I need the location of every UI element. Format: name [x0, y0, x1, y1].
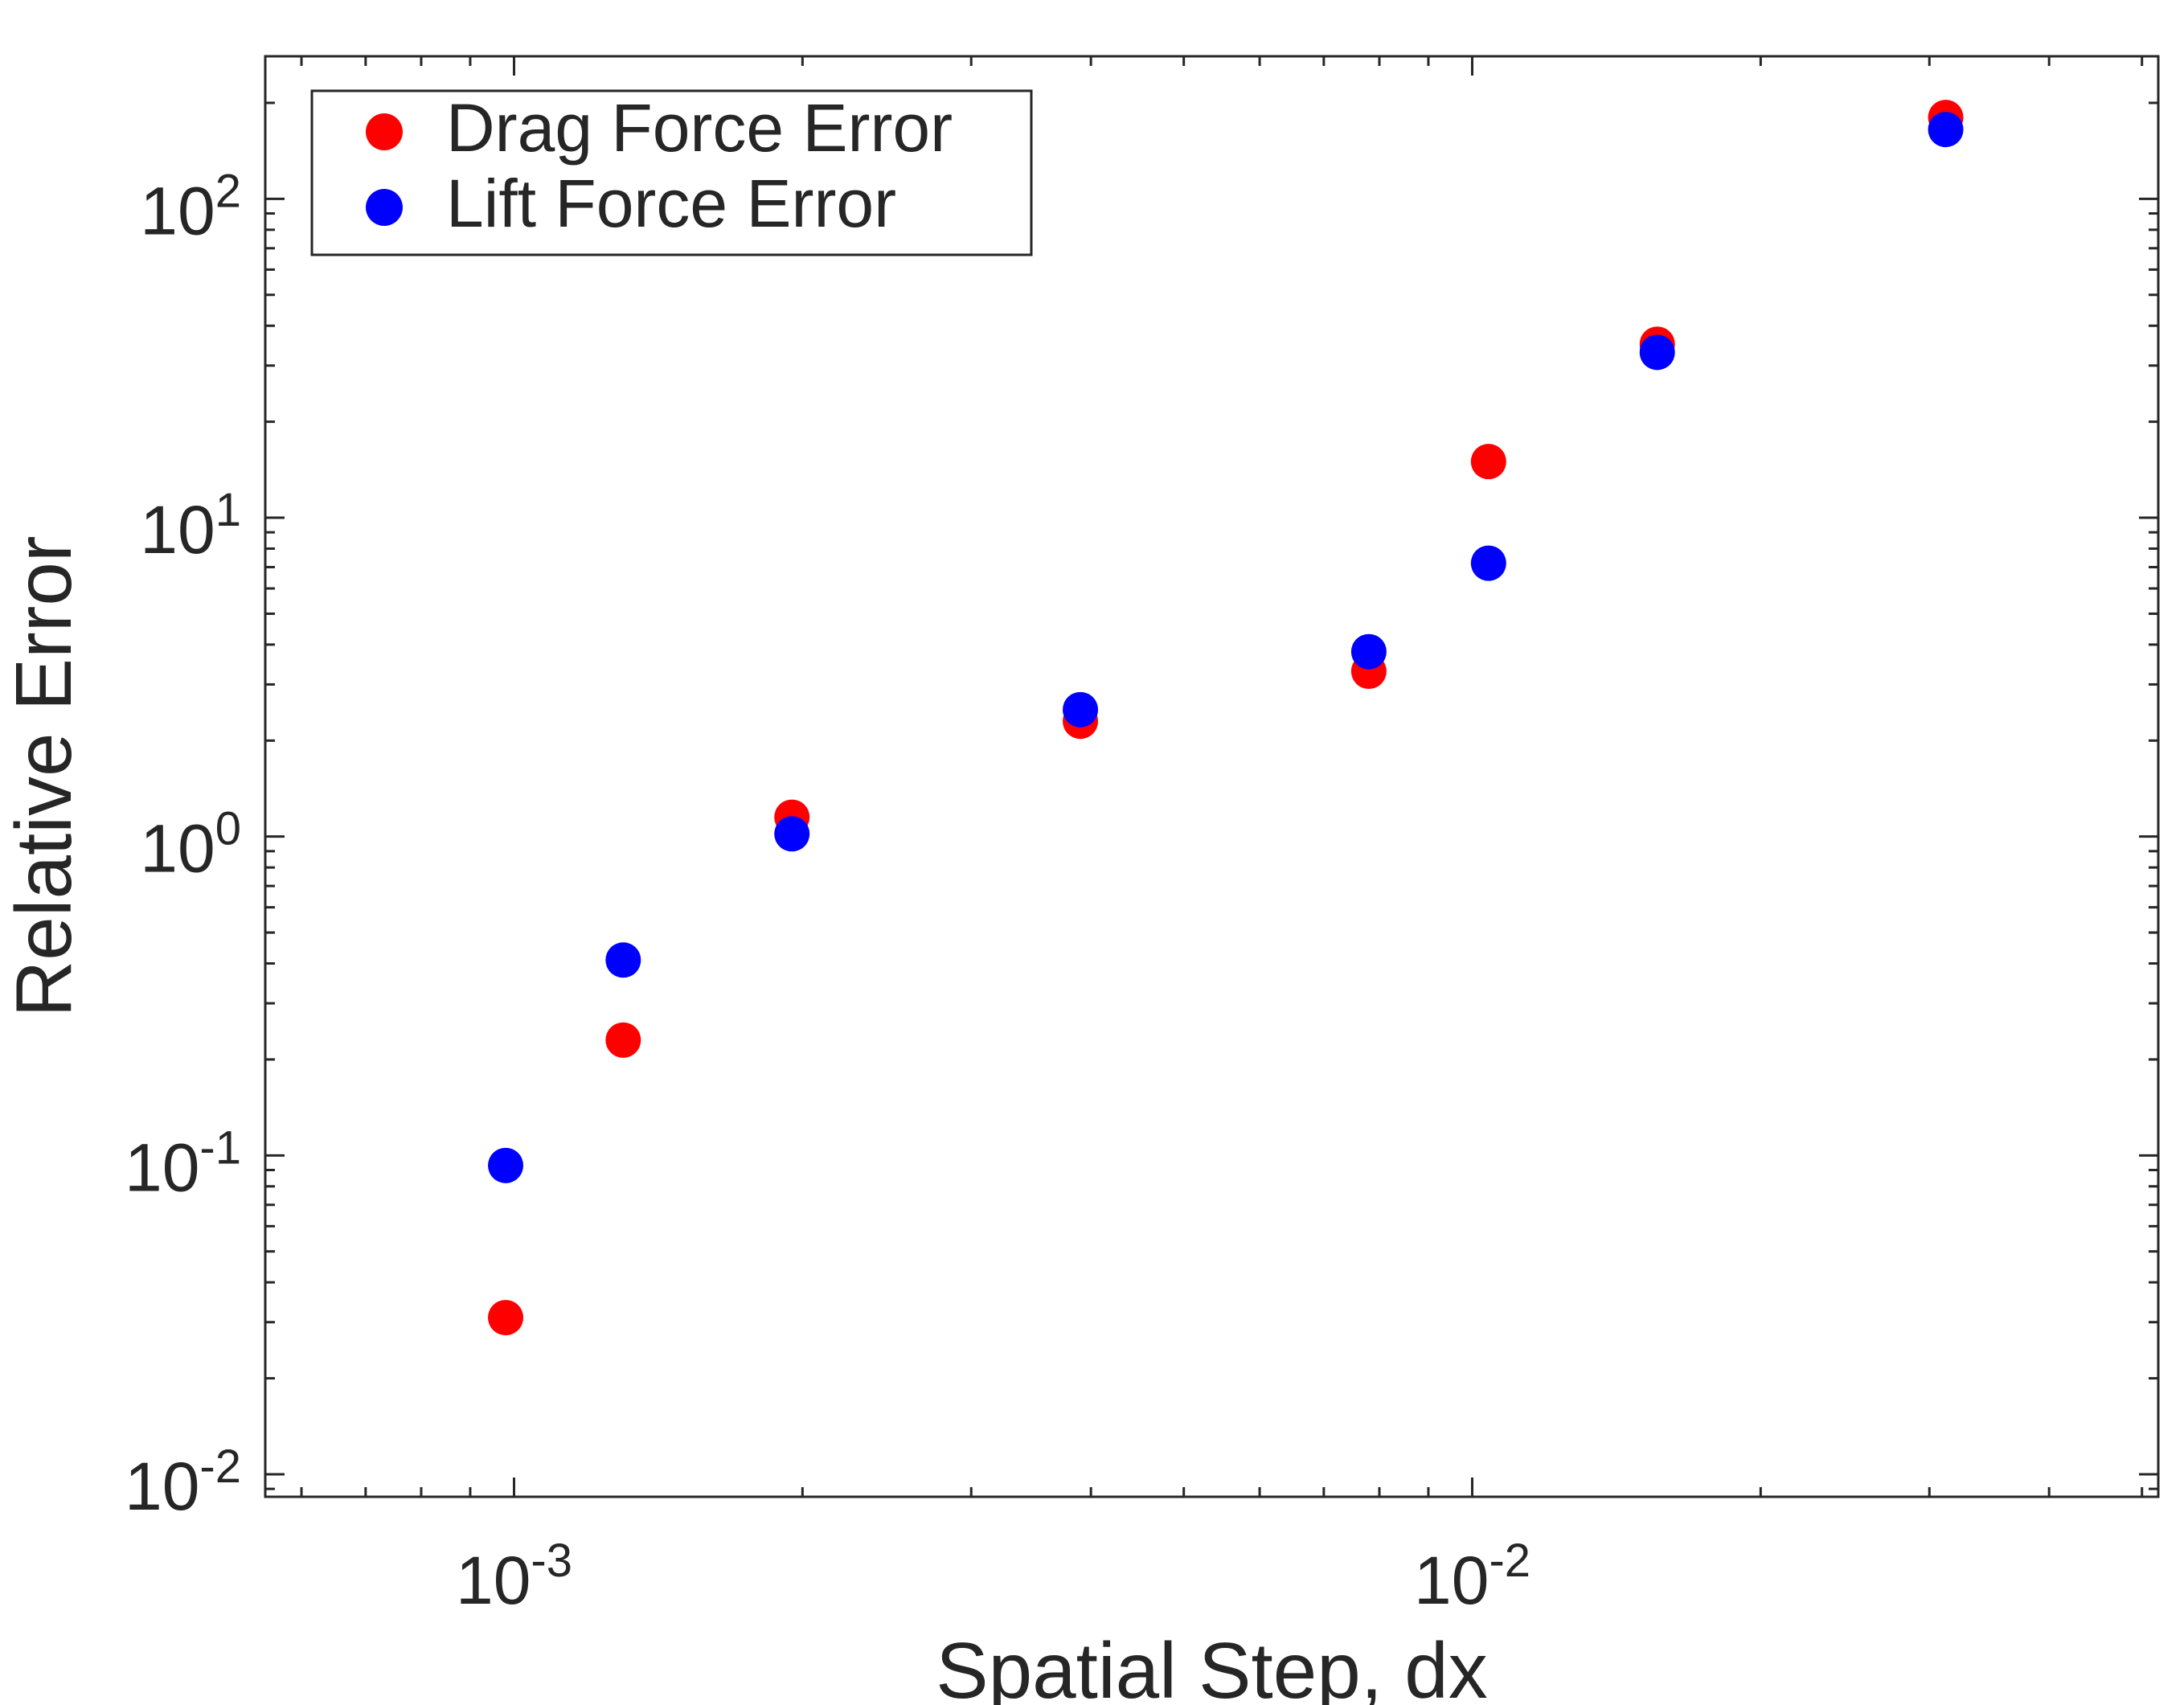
plot-area: [265, 56, 2158, 1497]
tick-base: 10: [456, 1543, 531, 1618]
data-point: [1928, 112, 1964, 148]
major-ticks: [265, 56, 2158, 1497]
data-point: [1063, 691, 1099, 727]
tick-exponent: -2: [1489, 1535, 1530, 1587]
data-point: [1470, 444, 1506, 480]
data-point: [1639, 334, 1675, 371]
data-point: [605, 1022, 641, 1058]
data-point: [488, 1300, 524, 1336]
data-point: [774, 816, 810, 852]
minor-ticks: [265, 56, 2158, 1497]
tick-base: 10: [140, 492, 215, 568]
y-tick-label: 100: [140, 803, 241, 887]
data-point: [1350, 633, 1387, 670]
data-point: [488, 1147, 524, 1183]
axes-background: [265, 56, 2158, 1497]
legend-marker-lift: [366, 189, 403, 226]
legend-marker-drag: [366, 113, 403, 150]
tick-exponent: -3: [531, 1535, 572, 1587]
tick-exponent: -1: [199, 1121, 241, 1174]
y-axis-label: Relative Error: [0, 535, 88, 1017]
series-lift: [488, 112, 1964, 1183]
x-tick-label: 10-2: [1414, 1535, 1530, 1618]
y-tick-label: 10-2: [125, 1441, 241, 1524]
legend-label-drag: Drag Force Error: [446, 90, 953, 166]
data-point: [1470, 545, 1506, 581]
tick-base: 10: [140, 811, 215, 887]
x-tick-label: 10-3: [456, 1535, 572, 1618]
tick-base: 10: [125, 1449, 199, 1524]
axes-box: [264, 55, 2160, 1498]
tick-exponent: 0: [215, 803, 241, 855]
tick-base: 10: [140, 173, 215, 248]
data-markers: [488, 100, 1964, 1336]
tick-exponent: 1: [215, 484, 241, 536]
legend-box: [310, 89, 1033, 256]
y-tick-label: 101: [140, 484, 241, 568]
data-point: [605, 942, 641, 978]
tick-exponent: 2: [215, 165, 241, 217]
legend: Drag Force Error Lift Force Error: [310, 89, 1033, 256]
x-tick-labels: 10-3 10-2: [456, 1535, 1530, 1618]
tick-exponent: -2: [199, 1441, 241, 1493]
x-axis-label: Spatial Step, dx: [936, 1626, 1487, 1705]
y-tick-label: 102: [140, 165, 241, 248]
tick-base: 10: [1414, 1543, 1489, 1618]
tick-base: 10: [125, 1129, 199, 1205]
legend-label-lift: Lift Force Error: [446, 166, 896, 241]
y-tick-label: 10-1: [125, 1121, 241, 1205]
